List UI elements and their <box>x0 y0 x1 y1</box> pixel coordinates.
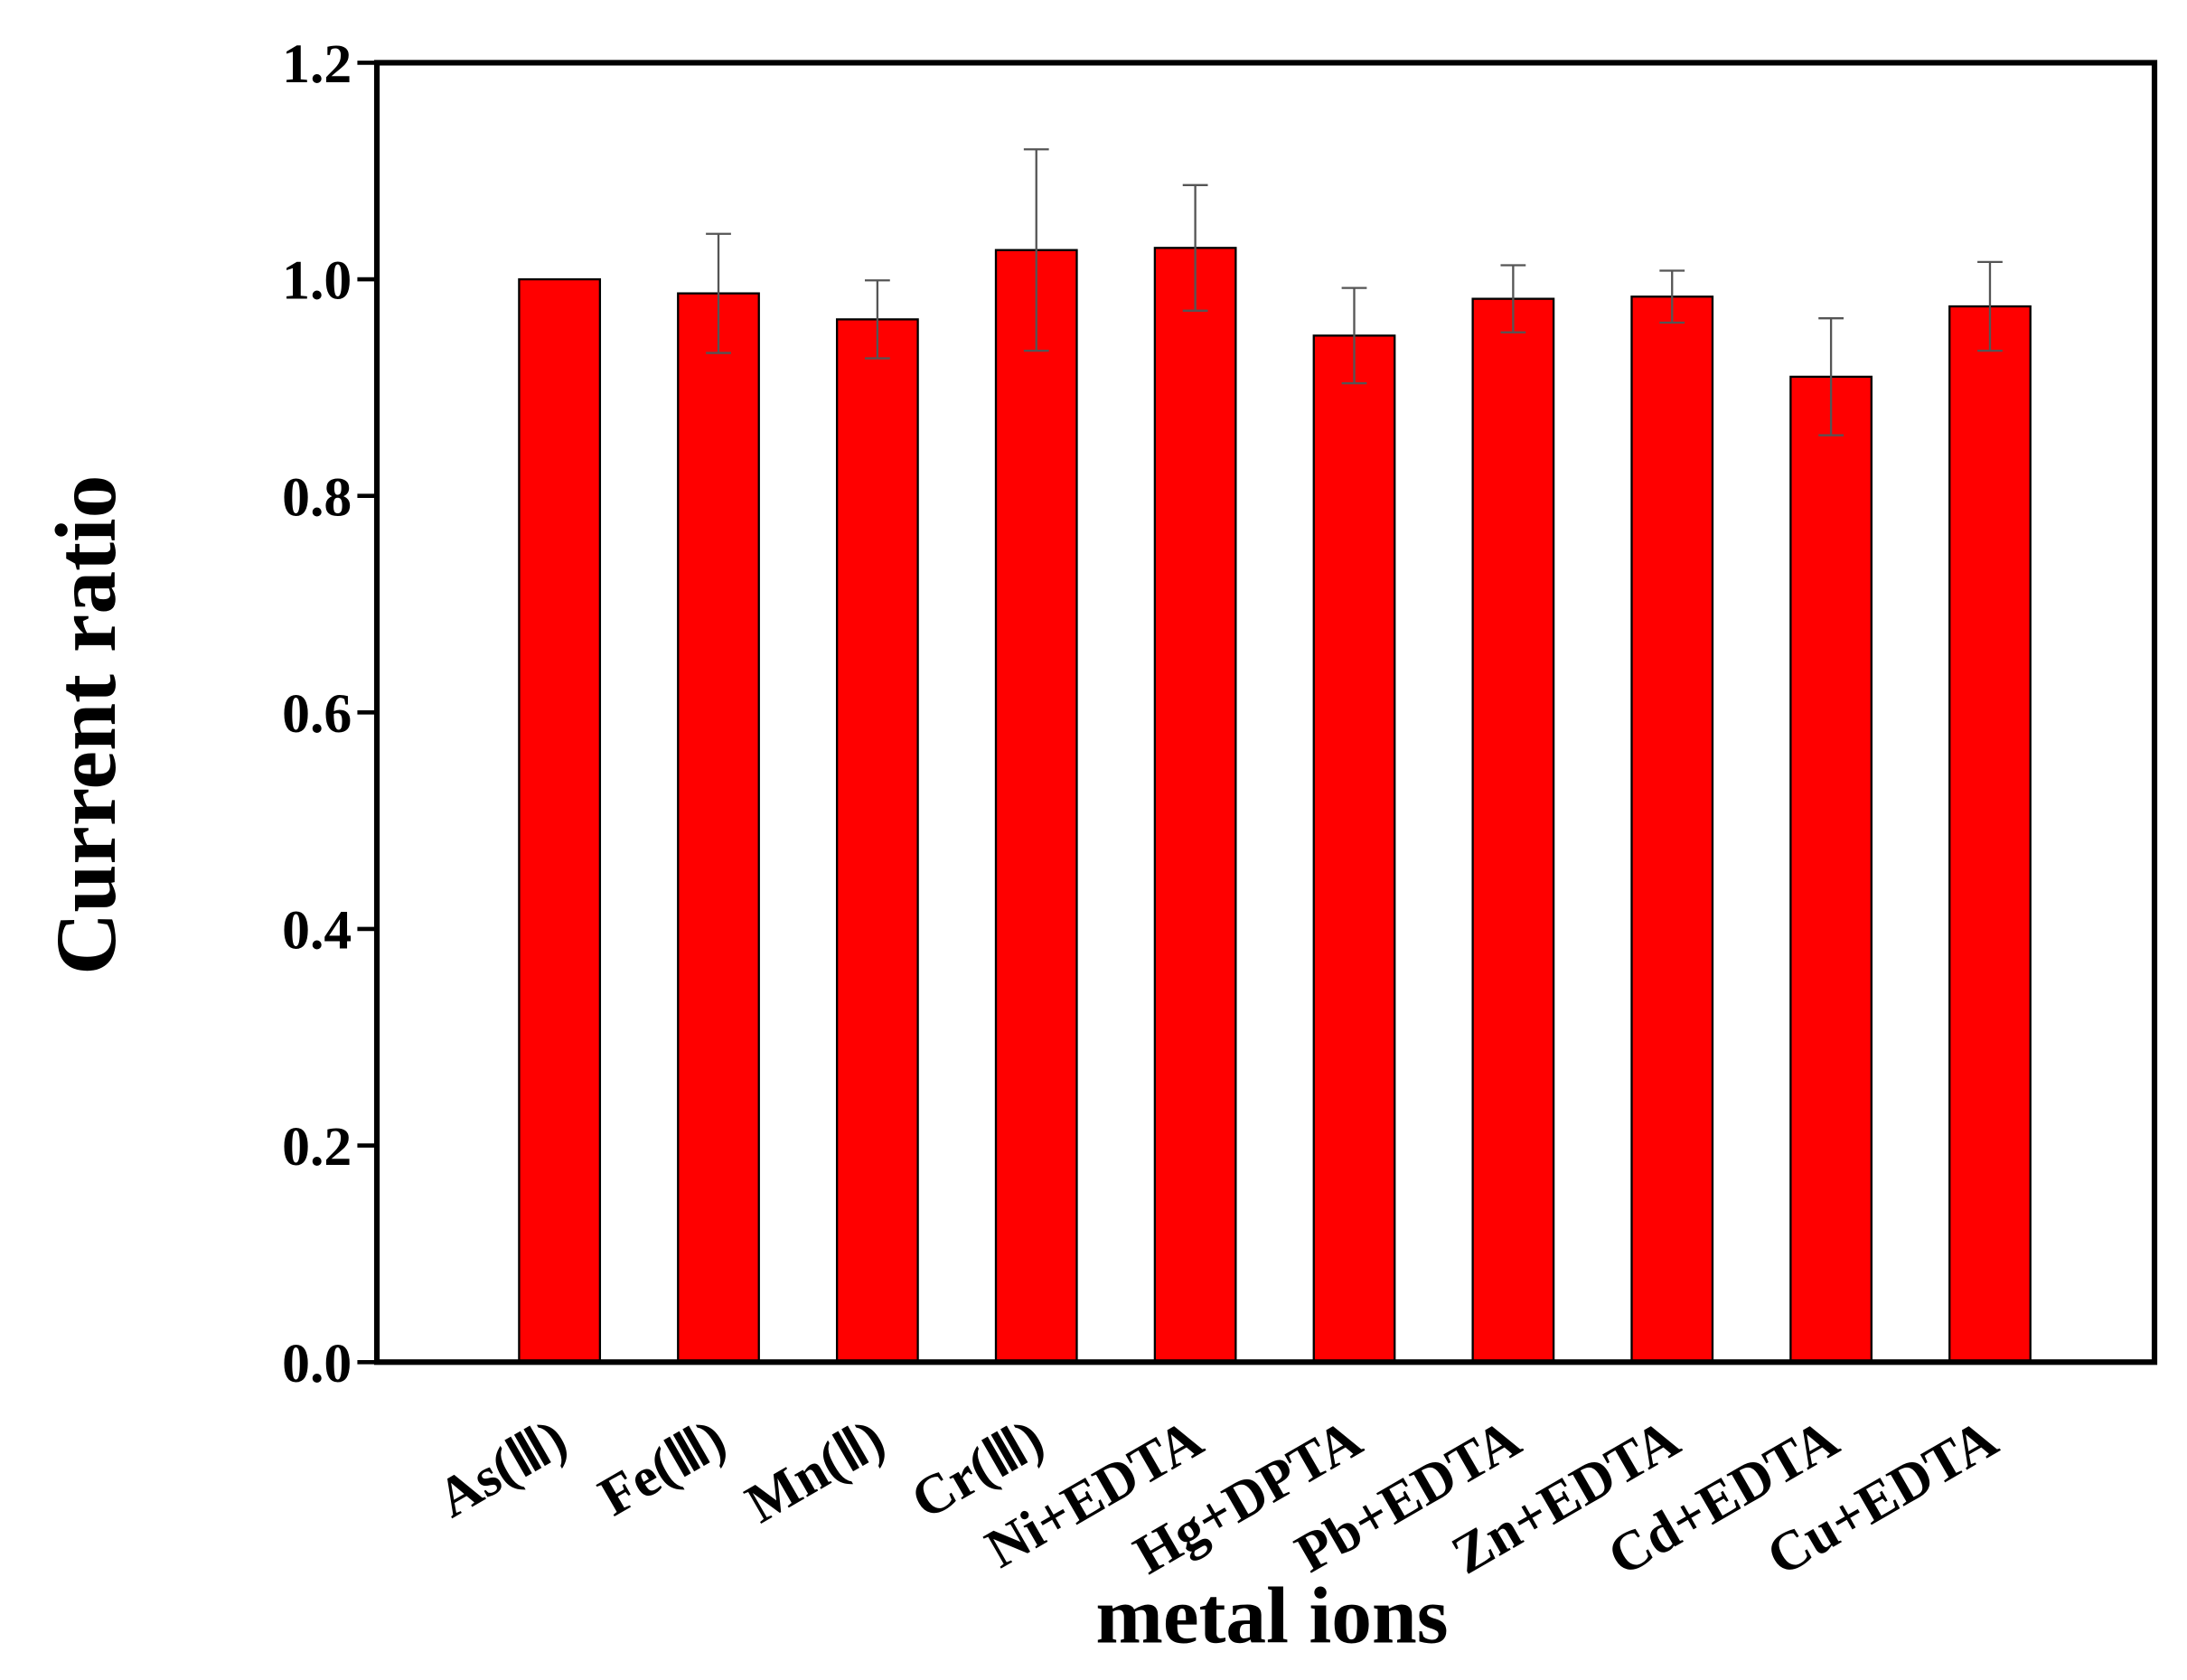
error-bar <box>1977 260 2003 352</box>
error-bar <box>1023 148 1049 352</box>
error-bar <box>1500 264 1526 333</box>
y-axis-label: Current ratio <box>38 475 134 975</box>
bar <box>1630 296 1714 1364</box>
y-tick-label: 1.2 <box>282 33 352 95</box>
bar <box>1948 305 2032 1364</box>
error-bar <box>1818 317 1844 436</box>
y-tick-label: 0.4 <box>282 900 352 962</box>
bar <box>518 277 602 1364</box>
x-tick-label: Fe(Ⅲ) <box>589 1408 737 1528</box>
bar <box>994 249 1078 1364</box>
error-bar <box>1659 269 1685 324</box>
bar <box>1789 375 1873 1364</box>
error-bar <box>706 232 731 354</box>
error-bar <box>864 279 890 360</box>
x-axis-label: metal ions <box>1095 1571 1448 1660</box>
error-bar <box>1341 286 1367 385</box>
y-tick-label: 0.2 <box>282 1116 352 1178</box>
bar <box>1153 247 1237 1364</box>
x-tick-label: As(Ⅲ) <box>427 1408 577 1530</box>
y-tick-label: 0.8 <box>282 466 352 528</box>
bar <box>677 292 760 1364</box>
error-bar <box>1182 183 1208 312</box>
x-tick-label: Mn(Ⅱ) <box>736 1408 895 1535</box>
y-tick-label: 1.0 <box>282 250 352 312</box>
bar <box>835 318 919 1364</box>
y-tick-label: 0.6 <box>282 683 352 745</box>
bar <box>1312 334 1396 1364</box>
plot-frame <box>373 60 2158 1366</box>
y-tick-label: 0.0 <box>282 1333 352 1394</box>
bar <box>1471 297 1555 1364</box>
